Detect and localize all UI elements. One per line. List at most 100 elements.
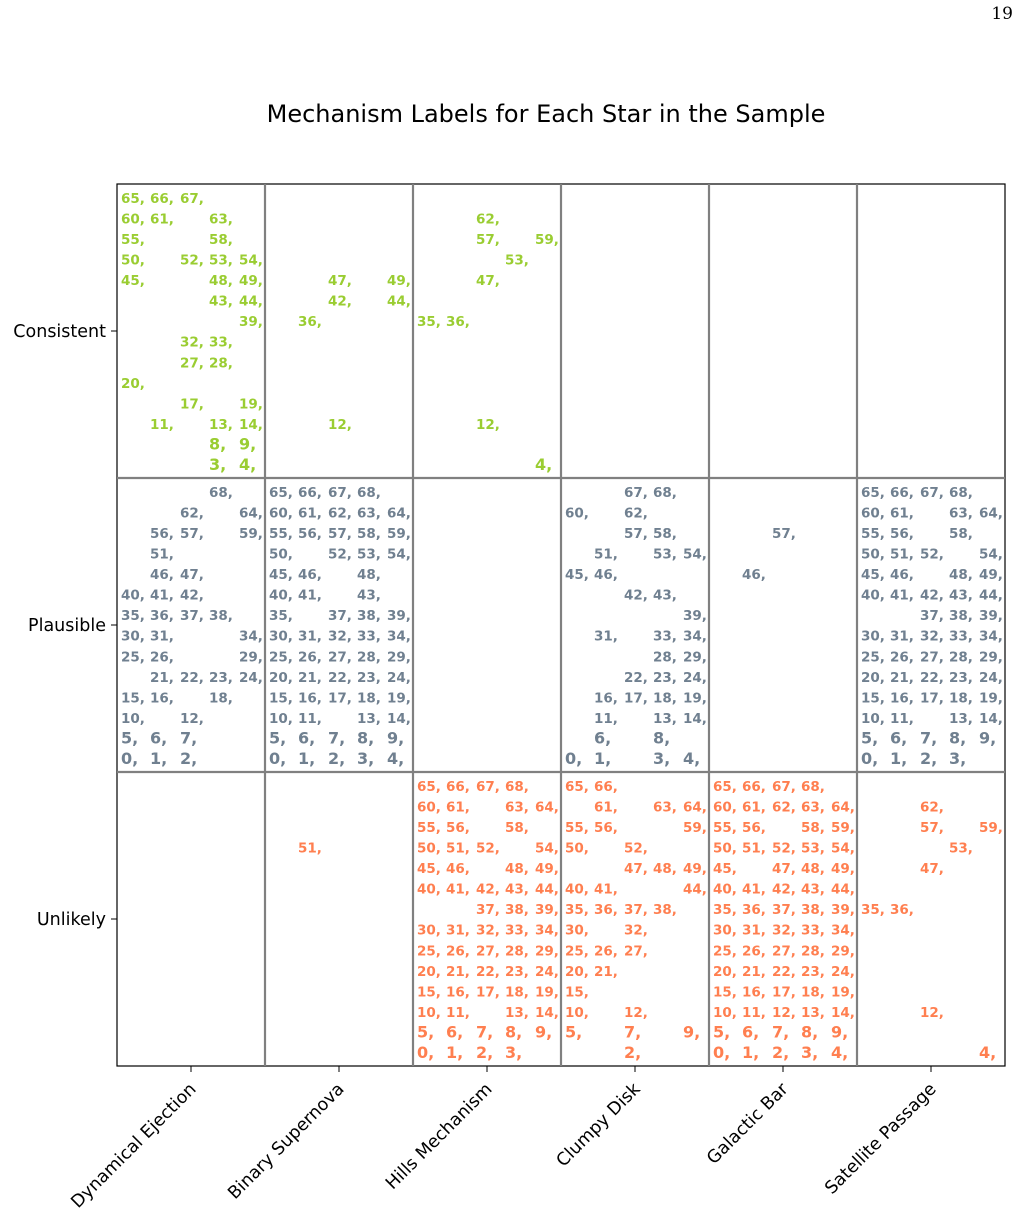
star-label-plausible-dynamical-ejection: 64,: [239, 505, 263, 521]
star-label-unlikely-galactic-bar: 25,: [713, 943, 737, 959]
star-label-unlikely-galactic-bar: 7,: [772, 1022, 789, 1041]
star-label-plausible-dynamical-ejection: 22,: [180, 670, 204, 686]
star-label-unlikely-hills-mechanism: 61,: [446, 799, 470, 815]
star-label-consistent-hills-mechanism: 53,: [505, 253, 529, 269]
star-label-plausible-binary-supernova: 60,: [269, 505, 293, 521]
star-label-plausible-satellite-passage: 42,: [920, 588, 944, 604]
star-label-plausible-binary-supernova: 56,: [298, 526, 322, 542]
star-label-plausible-satellite-passage: 25,: [861, 649, 885, 665]
star-label-plausible-galactic-bar: 46,: [742, 567, 766, 583]
star-label-unlikely-hills-mechanism: 55,: [417, 820, 441, 836]
star-label-unlikely-hills-mechanism: 38,: [505, 902, 529, 918]
star-label-plausible-satellite-passage: 37,: [920, 608, 944, 624]
page-number: 19: [991, 4, 1013, 24]
star-label-plausible-satellite-passage: 39,: [979, 608, 1003, 624]
star-label-unlikely-hills-mechanism: 49,: [535, 861, 559, 877]
star-label-unlikely-clumpy-disk: 30,: [565, 923, 589, 939]
star-label-unlikely-galactic-bar: 63,: [801, 799, 825, 815]
star-label-plausible-binary-supernova: 43,: [357, 588, 381, 604]
star-label-plausible-dynamical-ejection: 18,: [209, 690, 233, 706]
star-label-plausible-satellite-passage: 9,: [979, 728, 996, 747]
star-label-plausible-binary-supernova: 5,: [269, 728, 286, 747]
star-label-plausible-satellite-passage: 55,: [861, 526, 885, 542]
star-label-unlikely-clumpy-disk: 40,: [565, 882, 589, 898]
star-label-consistent-hills-mechanism: 59,: [535, 232, 559, 248]
star-label-plausible-binary-supernova: 66,: [298, 485, 322, 501]
star-label-plausible-satellite-passage: 49,: [979, 567, 1003, 583]
star-label-consistent-dynamical-ejection: 66,: [150, 191, 174, 207]
star-label-unlikely-clumpy-disk: 49,: [683, 861, 707, 877]
star-label-unlikely-clumpy-disk: 48,: [653, 861, 677, 877]
star-label-unlikely-hills-mechanism: 18,: [505, 984, 529, 1000]
star-label-unlikely-galactic-bar: 59,: [831, 820, 855, 836]
star-label-plausible-satellite-passage: 21,: [890, 670, 914, 686]
star-label-plausible-binary-supernova: 18,: [357, 690, 381, 706]
star-label-unlikely-hills-mechanism: 29,: [535, 943, 559, 959]
star-label-plausible-clumpy-disk: 34,: [683, 629, 707, 645]
star-label-plausible-binary-supernova: 62,: [328, 505, 352, 521]
star-label-consistent-hills-mechanism: 57,: [476, 232, 500, 248]
star-label-plausible-clumpy-disk: 4,: [683, 749, 700, 768]
star-label-plausible-dynamical-ejection: 25,: [121, 649, 145, 665]
star-label-unlikely-galactic-bar: 27,: [772, 943, 796, 959]
star-label-unlikely-galactic-bar: 33,: [801, 923, 825, 939]
star-label-plausible-clumpy-disk: 46,: [594, 567, 618, 583]
star-label-plausible-satellite-passage: 65,: [861, 485, 885, 501]
star-label-consistent-binary-supernova: 42,: [328, 294, 352, 310]
star-label-consistent-dynamical-ejection: 63,: [209, 211, 233, 227]
star-label-plausible-clumpy-disk: 60,: [565, 505, 589, 521]
star-label-consistent-hills-mechanism: 35,: [417, 314, 441, 330]
star-label-unlikely-clumpy-disk: 15,: [565, 984, 589, 1000]
star-label-unlikely-galactic-bar: 55,: [713, 820, 737, 836]
star-label-plausible-binary-supernova: 68,: [357, 485, 381, 501]
star-label-unlikely-satellite-passage: 36,: [890, 902, 914, 918]
star-label-plausible-satellite-passage: 19,: [979, 690, 1003, 706]
star-label-plausible-satellite-passage: 23,: [949, 670, 973, 686]
star-label-unlikely-galactic-bar: 29,: [831, 943, 855, 959]
star-label-unlikely-galactic-bar: 8,: [801, 1022, 818, 1041]
star-label-plausible-binary-supernova: 15,: [269, 690, 293, 706]
star-label-unlikely-galactic-bar: 22,: [772, 964, 796, 980]
star-label-unlikely-clumpy-disk: 20,: [565, 964, 589, 980]
star-label-plausible-clumpy-disk: 16,: [594, 690, 618, 706]
star-label-plausible-satellite-passage: 52,: [920, 547, 944, 563]
star-label-plausible-clumpy-disk: 8,: [653, 728, 670, 747]
star-label-unlikely-hills-mechanism: 31,: [446, 923, 470, 939]
star-label-consistent-dynamical-ejection: 67,: [180, 191, 204, 207]
star-label-plausible-binary-supernova: 33,: [357, 629, 381, 645]
star-label-unlikely-galactic-bar: 36,: [742, 902, 766, 918]
star-label-plausible-satellite-passage: 33,: [949, 629, 973, 645]
star-label-plausible-binary-supernova: 54,: [387, 547, 411, 563]
star-label-plausible-clumpy-disk: 11,: [594, 711, 618, 727]
star-label-plausible-binary-supernova: 6,: [298, 728, 315, 747]
star-label-plausible-dynamical-ejection: 7,: [180, 728, 197, 747]
star-label-plausible-satellite-passage: 61,: [890, 505, 914, 521]
x-tick-label-satellite-passage: Satellite Passage: [821, 1079, 940, 1198]
star-label-consistent-dynamical-ejection: 49,: [239, 273, 263, 289]
x-tick-label-galactic-bar: Galactic Bar: [703, 1079, 793, 1169]
star-label-plausible-clumpy-disk: 18,: [653, 690, 677, 706]
star-label-plausible-dynamical-ejection: 40,: [121, 588, 145, 604]
star-label-plausible-satellite-passage: 51,: [890, 547, 914, 563]
star-label-plausible-binary-supernova: 50,: [269, 547, 293, 563]
star-label-unlikely-hills-mechanism: 45,: [417, 861, 441, 877]
star-label-unlikely-hills-mechanism: 64,: [535, 799, 559, 815]
star-label-unlikely-binary-supernova: 51,: [298, 841, 322, 857]
star-label-plausible-dynamical-ejection: 51,: [150, 547, 174, 563]
star-label-plausible-binary-supernova: 3,: [357, 749, 374, 768]
star-label-consistent-dynamical-ejection: 27,: [180, 355, 204, 371]
star-label-plausible-satellite-passage: 50,: [861, 547, 885, 563]
star-label-plausible-satellite-passage: 56,: [890, 526, 914, 542]
star-label-consistent-dynamical-ejection: 3,: [209, 455, 226, 474]
star-label-plausible-dynamical-ejection: 38,: [209, 608, 233, 624]
star-label-unlikely-clumpy-disk: 56,: [594, 820, 618, 836]
star-label-unlikely-clumpy-disk: 59,: [683, 820, 707, 836]
star-label-unlikely-hills-mechanism: 66,: [446, 779, 470, 795]
star-label-plausible-clumpy-disk: 23,: [653, 670, 677, 686]
star-label-unlikely-clumpy-disk: 9,: [683, 1022, 700, 1041]
star-label-unlikely-satellite-passage: 4,: [979, 1043, 996, 1062]
x-tick-label-clumpy-disk: Clumpy Disk: [553, 1079, 645, 1171]
star-label-unlikely-galactic-bar: 18,: [801, 984, 825, 1000]
star-label-unlikely-hills-mechanism: 27,: [476, 943, 500, 959]
star-label-unlikely-hills-mechanism: 67,: [476, 779, 500, 795]
